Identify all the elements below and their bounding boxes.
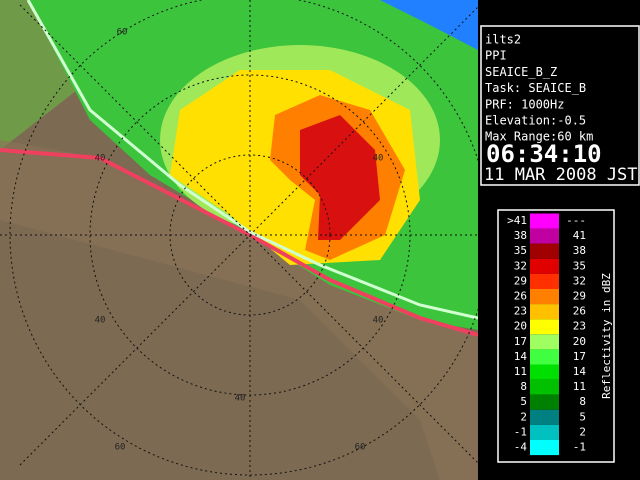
legend-high: 23 <box>573 320 586 333</box>
legend-low: 32 <box>514 259 527 272</box>
legend-high: 41 <box>573 229 586 242</box>
range-rings <box>0 0 478 480</box>
legend-low: 2 <box>520 410 527 423</box>
legend-swatch <box>530 243 559 259</box>
legend-low: 20 <box>514 320 527 333</box>
info-box <box>480 25 640 186</box>
coast-echo <box>0 148 478 337</box>
info-line: Task: SEAICE_B <box>485 81 586 95</box>
legend-swatch <box>530 304 559 320</box>
legend-low: 8 <box>520 380 527 393</box>
legend-swatch <box>530 409 559 425</box>
band-red <box>300 115 380 240</box>
legend-low: 35 <box>514 244 527 257</box>
info-line: PRF: 1000Hz <box>485 97 564 111</box>
legend-low: 17 <box>514 335 527 348</box>
legend-swatch <box>530 273 559 289</box>
legend-high: 5 <box>579 410 586 423</box>
ring-label: 40 <box>235 394 246 404</box>
ring-label: 40 <box>95 316 106 326</box>
sea-far <box>380 0 478 50</box>
ring-label: 40 <box>373 316 384 326</box>
legend-high: 11 <box>573 380 586 393</box>
info-line: Elevation:-0.5 <box>485 114 586 128</box>
info-line: ilts2 <box>485 33 521 47</box>
legend-low: 23 <box>514 305 527 318</box>
ring-label: 60 <box>117 28 128 38</box>
legend-title: Reflectivity in dBZ <box>600 273 613 399</box>
legend-low: 26 <box>514 290 527 303</box>
legend-low: 14 <box>514 350 528 363</box>
legend-swatch <box>530 258 559 274</box>
legend-low: 5 <box>520 395 527 408</box>
legend-swatch <box>530 319 559 335</box>
land-echo <box>0 0 90 150</box>
legend-swatch <box>530 424 559 440</box>
time: 06:34:10 <box>486 140 602 168</box>
legend-high: 29 <box>573 290 586 303</box>
legend-high: 26 <box>573 305 586 318</box>
info-line: SEAICE_B_Z <box>485 65 557 79</box>
radar-image: 60 40 40 40 40 60 60 40 <box>0 0 478 480</box>
legend-high: 20 <box>573 335 586 348</box>
legend-high: --- <box>566 214 586 227</box>
date: 11 MAR 2008 JST <box>484 165 638 185</box>
ring-label: 60 <box>355 443 366 453</box>
legend-low: 11 <box>514 365 527 378</box>
legend-swatch <box>530 364 559 380</box>
ring-label: 40 <box>95 154 106 164</box>
legend-swatch <box>530 440 559 456</box>
legend-high: 32 <box>573 274 586 287</box>
legend-high: 14 <box>573 365 587 378</box>
legend-high: -1 <box>573 441 586 454</box>
info-line: PPI <box>485 49 507 63</box>
legend-swatch <box>530 394 559 410</box>
legend-low: 38 <box>514 229 527 242</box>
ring-label: 60 <box>115 443 126 453</box>
legend-swatch <box>530 228 559 244</box>
legend-swatch <box>530 334 559 350</box>
land-shade <box>0 140 478 480</box>
legend-swatch <box>530 379 559 395</box>
legend-low: -1 <box>514 425 527 438</box>
legend-low: -4 <box>514 441 528 454</box>
legend-low: >41 <box>507 214 527 227</box>
legend-high: 38 <box>573 244 586 257</box>
legend-swatch <box>530 349 559 365</box>
info-line: Max Range:60 km <box>485 130 593 144</box>
legend-high: 8 <box>579 395 586 408</box>
legend-swatch <box>530 213 559 229</box>
ring-label: 40 <box>373 154 384 164</box>
legend-high: 35 <box>573 259 586 272</box>
legend-high: 2 <box>579 425 586 438</box>
legend-low: 29 <box>514 274 527 287</box>
legend-swatch <box>530 289 559 305</box>
legend-high: 17 <box>573 350 586 363</box>
